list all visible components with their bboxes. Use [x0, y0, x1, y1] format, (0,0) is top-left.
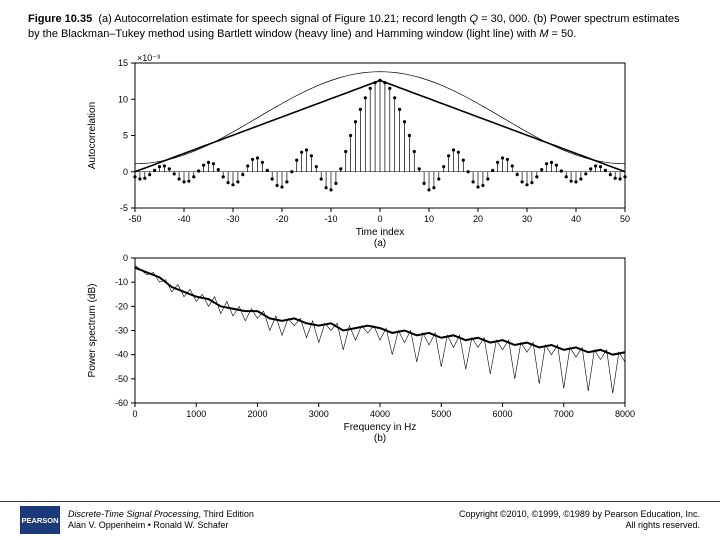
svg-text:Time index: Time index: [356, 227, 405, 238]
copyright-line2: All rights reserved.: [459, 520, 700, 531]
page-footer: PEARSON Discrete-Time Signal Processing,…: [0, 501, 720, 534]
svg-text:-20: -20: [115, 301, 128, 311]
pearson-logo: PEARSON: [20, 506, 60, 534]
svg-text:-20: -20: [275, 214, 288, 224]
autocorrelation-plot: -50-40-30-20-1001020304050-5051015×10⁻³T…: [80, 48, 640, 248]
svg-text:20: 20: [473, 214, 483, 224]
svg-text:0: 0: [123, 166, 128, 176]
svg-text:6000: 6000: [492, 409, 512, 419]
svg-text:-10: -10: [115, 277, 128, 287]
svg-text:30: 30: [522, 214, 532, 224]
svg-text:40: 40: [571, 214, 581, 224]
svg-text:3000: 3000: [309, 409, 329, 419]
svg-text:(a): (a): [374, 238, 386, 248]
caption-Q: Q: [469, 13, 478, 25]
svg-text:8000: 8000: [615, 409, 635, 419]
caption-text-a: (a) Autocorrelation estimate for speech …: [98, 13, 469, 25]
svg-text:-50: -50: [115, 374, 128, 384]
svg-text:4000: 4000: [370, 409, 390, 419]
svg-text:50: 50: [620, 214, 630, 224]
svg-text:5000: 5000: [431, 409, 451, 419]
svg-text:Power spectrum (dB): Power spectrum (dB): [87, 283, 98, 377]
svg-text:-10: -10: [324, 214, 337, 224]
svg-text:7000: 7000: [554, 409, 574, 419]
book-info: Discrete-Time Signal Processing, Third E…: [68, 509, 254, 531]
svg-text:1000: 1000: [186, 409, 206, 419]
svg-text:10: 10: [424, 214, 434, 224]
svg-text:15: 15: [118, 58, 128, 68]
svg-text:5: 5: [123, 130, 128, 140]
svg-text:-50: -50: [128, 214, 141, 224]
svg-text:0: 0: [377, 214, 382, 224]
svg-text:-5: -5: [120, 203, 128, 213]
book-title: Discrete-Time Signal Processing: [68, 509, 198, 519]
svg-text:-30: -30: [115, 325, 128, 335]
figure-caption: Figure 10.35 (a) Autocorrelation estimat…: [0, 0, 720, 46]
svg-text:-40: -40: [177, 214, 190, 224]
svg-text:(b): (b): [374, 433, 386, 444]
svg-text:0: 0: [123, 253, 128, 263]
svg-text:0: 0: [132, 409, 137, 419]
svg-text:10: 10: [118, 94, 128, 104]
book-edition: , Third Edition: [198, 509, 253, 519]
caption-M: M: [539, 28, 548, 40]
copyright-line1: Copyright ©2010, ©1999, ©1989 by Pearson…: [459, 509, 700, 520]
svg-text:-60: -60: [115, 398, 128, 408]
book-title-line: Discrete-Time Signal Processing, Third E…: [68, 509, 254, 520]
svg-text:-40: -40: [115, 349, 128, 359]
svg-text:Frequency in Hz: Frequency in Hz: [344, 422, 417, 433]
plot-container: -50-40-30-20-1001020304050-5051015×10⁻³T…: [80, 48, 640, 448]
footer-left: PEARSON Discrete-Time Signal Processing,…: [20, 506, 254, 534]
figure-label: Figure 10.35: [28, 13, 92, 25]
copyright-block: Copyright ©2010, ©1999, ©1989 by Pearson…: [459, 509, 700, 532]
svg-text:-30: -30: [226, 214, 239, 224]
svg-text:×10⁻³: ×10⁻³: [137, 53, 160, 63]
svg-text:Autocorrelation: Autocorrelation: [87, 102, 98, 169]
book-authors: Alan V. Oppenheim • Ronald W. Schafer: [68, 520, 254, 531]
svg-text:2000: 2000: [247, 409, 267, 419]
caption-M-eq: = 50.: [549, 28, 577, 40]
power-spectrum-plot: 0 1000 2000 3000 4000 5000 6000 7000 8000 -60 -50 -…: [80, 248, 640, 448]
